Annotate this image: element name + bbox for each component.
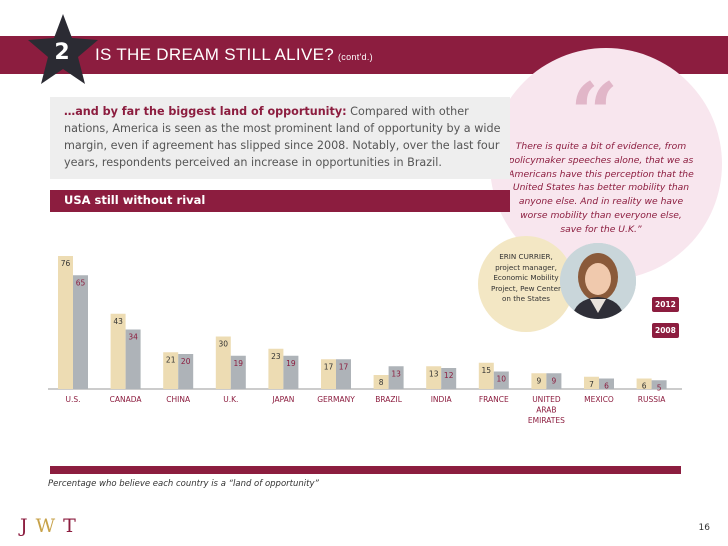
section-number: 2 — [54, 40, 70, 65]
data-label-2008: 9 — [537, 376, 542, 385]
bar-2012 — [178, 354, 194, 389]
intro-box: …and by far the biggest land of opportun… — [50, 97, 510, 179]
bar-2012 — [546, 373, 562, 389]
data-label-2008: 43 — [113, 317, 123, 326]
page-title: IS THE DREAM STILL ALIVE? (cont'd.) — [95, 45, 373, 65]
data-label-2008: 30 — [219, 340, 229, 349]
chart-subheading-bar: USA still without rival — [50, 190, 510, 212]
x-tick-label: FRANCE — [479, 395, 509, 404]
data-label-2008: 15 — [482, 366, 492, 375]
bar-2008 — [215, 336, 231, 389]
attribution-text: ERIN CURRIER, project manager, Economic … — [486, 252, 566, 305]
data-label-2012: 34 — [128, 333, 138, 342]
bar-2008 — [478, 362, 494, 389]
jwt-logo: JWT — [20, 515, 84, 537]
legend-2008: 2008 — [652, 323, 679, 338]
bar-2008 — [58, 256, 73, 389]
chart-subheading: USA still without rival — [64, 193, 206, 207]
bar-2008 — [426, 366, 442, 389]
data-label-2008: 6 — [642, 382, 647, 391]
data-label-2012: 20 — [181, 357, 191, 366]
bar-2012 — [336, 359, 351, 389]
bottom-bar — [50, 466, 681, 474]
x-tick-label: INDIA — [431, 395, 453, 404]
data-label-2008: 17 — [324, 362, 334, 371]
page-number: 16 — [698, 523, 710, 533]
attribution-name: ERIN CURRIER, — [499, 252, 553, 261]
x-tick-label: UNITED — [532, 395, 561, 404]
data-label-2012: 19 — [286, 359, 296, 368]
data-label-2012: 12 — [444, 371, 454, 380]
attribution-role: project manager, Economic Mobility Proje… — [490, 262, 561, 304]
legend-2012: 2012 — [652, 297, 679, 312]
attribution-circle — [478, 236, 574, 332]
x-tick-label: RUSSIA — [638, 395, 666, 404]
quote-text: There is quite a bit of evidence, from p… — [508, 141, 694, 235]
data-label-2012: 65 — [76, 278, 86, 287]
bar-2012 — [651, 380, 667, 389]
data-label-2008: 23 — [271, 352, 281, 361]
x-tick-label: EMIRATES — [528, 416, 565, 425]
bar-2012 — [388, 366, 404, 389]
data-label-2012: 6 — [604, 382, 609, 391]
bar-2008 — [163, 352, 179, 389]
data-label-2012: 9 — [552, 376, 557, 385]
bar-2008 — [636, 378, 652, 389]
bar-2008 — [584, 376, 599, 389]
x-tick-label: CHINA — [166, 395, 191, 404]
bar-2012 — [599, 378, 614, 389]
logo-j: J — [20, 515, 36, 537]
bar-2012 — [230, 355, 246, 389]
bar-2008 — [373, 375, 389, 389]
x-tick-label: CANADA — [110, 395, 143, 404]
x-tick-label: JAPAN — [271, 395, 294, 404]
bar-2008 — [268, 348, 284, 389]
data-label-2008: 76 — [61, 259, 71, 268]
bar-2012 — [441, 368, 457, 389]
data-label-2008: 7 — [589, 380, 594, 389]
intro-text: …and by far the biggest land of opportun… — [64, 103, 504, 171]
bar-2012 — [283, 355, 299, 389]
avatar — [560, 243, 636, 319]
page-title-text: IS THE DREAM STILL ALIVE? — [95, 45, 334, 64]
bar-2008 — [531, 373, 547, 389]
x-tick-label: GERMANY — [317, 395, 355, 404]
data-label-2012: 5 — [657, 383, 662, 392]
chart-caption: Percentage who believe each country is a… — [48, 479, 319, 489]
bar-2012 — [73, 275, 88, 389]
data-label-2012: 17 — [339, 362, 349, 371]
bar-2008 — [110, 313, 126, 389]
x-tick-label: BRAZIL — [375, 395, 403, 404]
bar-2012 — [493, 371, 509, 389]
avatar-portrait-icon — [560, 243, 636, 319]
data-label-2012: 10 — [497, 375, 507, 384]
x-tick-label: U.S. — [65, 395, 80, 404]
logo-w: W — [35, 515, 64, 537]
data-label-2008: 8 — [379, 378, 384, 387]
star-icon — [28, 14, 98, 84]
intro-lead: …and by far the biggest land of opportun… — [64, 105, 347, 118]
quote-mark-icon: “ — [570, 64, 619, 163]
logo-t: T — [63, 515, 84, 537]
x-tick-label: U.K. — [223, 395, 238, 404]
data-label-2008: 21 — [166, 355, 176, 364]
data-label-2008: 13 — [429, 369, 439, 378]
x-tick-label: MEXICO — [584, 395, 614, 404]
data-label-2012: 13 — [391, 369, 401, 378]
intro-body: Compared with other nations, America is … — [64, 105, 501, 169]
bar-2012 — [125, 329, 141, 389]
data-label-2012: 19 — [234, 359, 244, 368]
bar-2008 — [321, 359, 336, 389]
page-title-suffix: (cont'd.) — [337, 52, 373, 62]
x-tick-label: ARAB — [536, 406, 556, 415]
